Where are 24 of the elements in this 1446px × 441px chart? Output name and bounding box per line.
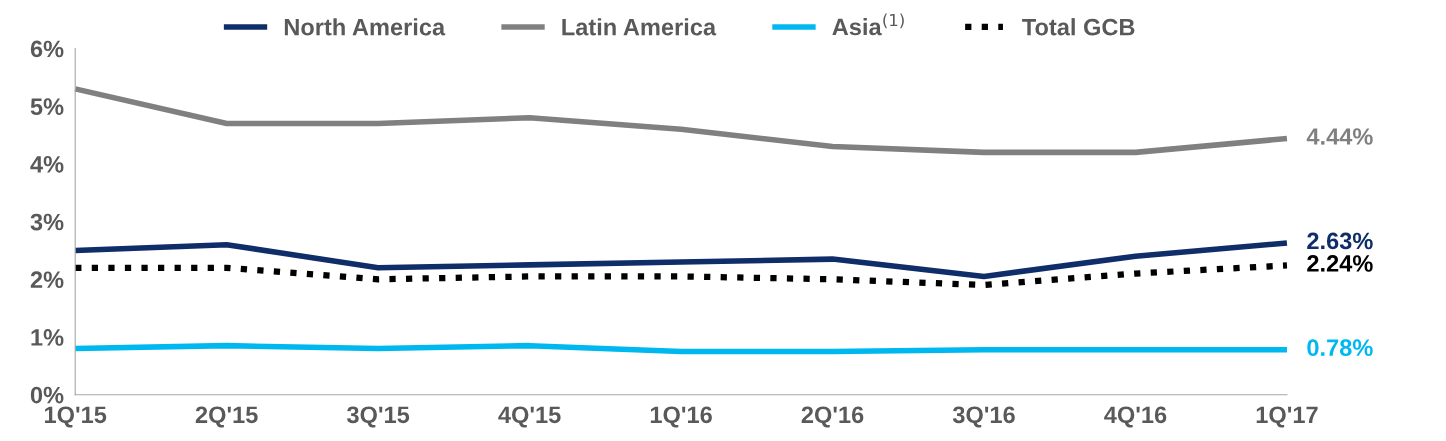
x-tick-label: 2Q'16 — [801, 406, 864, 428]
legend-label: Asia$^{(1)}$ — [832, 13, 904, 36]
x-tick-label: 2Q'15 — [195, 406, 258, 428]
x-tick-label: 3Q'16 — [952, 406, 1015, 428]
legend-label: North America — [284, 18, 446, 36]
data-label: 2.24% — [1307, 255, 1373, 272]
x-tick-label: 3Q'15 — [346, 406, 410, 428]
y-tick-label: 0% — [30, 386, 64, 404]
x-tick-label: 4Q'16 — [1104, 406, 1167, 428]
legend-label: Latin America — [562, 18, 717, 36]
legend-label: Total GCB — [1022, 18, 1135, 36]
x-tick-label: 1Q'16 — [650, 406, 712, 428]
data-label: 4.44% — [1306, 128, 1373, 145]
x-tick-label: 1Q'15 — [44, 406, 107, 428]
y-tick-label: 6% — [30, 40, 64, 58]
x-tick-label: 4Q'15 — [498, 406, 561, 428]
data-label: 2.63% — [1307, 232, 1373, 250]
y-tick-label: 1% — [31, 329, 64, 346]
y-tick-label: 4% — [30, 156, 64, 173]
x-tick-label: 1Q'17 — [1256, 406, 1318, 428]
data-label: 0.78% — [1307, 339, 1373, 357]
y-tick-label: 5% — [30, 98, 64, 115]
y-tick-label: 3% — [30, 213, 64, 231]
y-tick-label: 2% — [30, 271, 64, 289]
